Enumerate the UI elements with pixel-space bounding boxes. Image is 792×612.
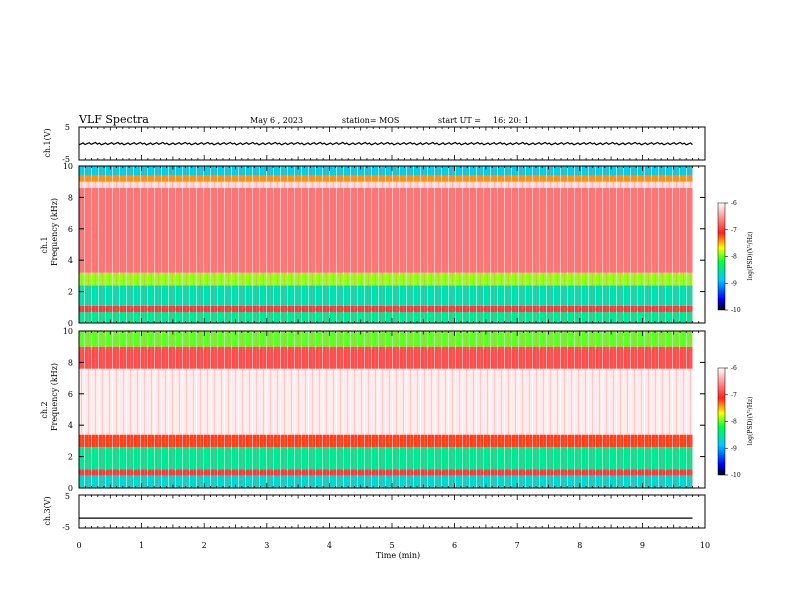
ch2-colorbar-tick-label-0: -6 xyxy=(731,365,737,372)
ch1-colorbar-tick-label-2: -8 xyxy=(731,254,737,261)
x-tick-label-1: 1 xyxy=(139,541,144,550)
ch1-spec-ytick-label-2: 4 xyxy=(68,256,73,265)
x-tick-label-0: 0 xyxy=(76,541,81,550)
ch1-spectrogram-panel: 0 2 4 6 8 10 ch.1 Frequency (kHz) -6 -7 -8 -9 -10… xyxy=(40,162,754,328)
x-tick-label-5: 5 xyxy=(389,541,394,550)
ch2-spec-ytick-label-0: 0 xyxy=(68,484,73,493)
station-label: station= MOS xyxy=(342,116,399,125)
ch2-spec-ytick-label-5: 10 xyxy=(63,327,73,336)
ch1-ytick-bottom: -5 xyxy=(62,155,70,164)
x-tick-label-3: 3 xyxy=(264,541,269,550)
ch2-spec-ytick-label-4: 8 xyxy=(68,358,73,367)
ch1-frequency-label: Frequency (kHz) xyxy=(50,198,59,266)
ch1-colorbar-tick-label-3: -9 xyxy=(731,280,737,287)
x-tick-label-10: 10 xyxy=(700,541,710,550)
ch1-spec-ytick-label-3: 6 xyxy=(68,225,73,234)
ch2-colorbar: -6 -7 -8 -9 -10 log(PSD)(V²/Hz) xyxy=(717,365,754,479)
ch1-colorbar-label: log(PSD)(V²/Hz) xyxy=(747,232,754,281)
ch1-waveform-trace xyxy=(78,141,693,146)
ch1-spec-ytick-label-5: 10 xyxy=(63,162,73,171)
ch1-colorbar-tick-label-0: -6 xyxy=(731,200,737,207)
ch1-waveform-ylabel: ch.1(V) xyxy=(43,128,52,157)
ch3-ytick-top: 5 xyxy=(65,492,70,501)
x-tick-label-6: 6 xyxy=(452,541,457,550)
ch1-colorbar-gradient xyxy=(717,202,726,311)
ch2-spectrogram-ylabel: ch.2 xyxy=(40,401,49,418)
ch1-spec-ytick-label-0: 0 xyxy=(68,319,73,328)
ch1-ytick-top: 5 xyxy=(65,123,70,132)
ch2-colorbar-tick-label-4: -10 xyxy=(731,472,741,479)
ch2-colorbar-label: log(PSD)(V²/Hz) xyxy=(747,397,754,446)
x-tick-label-4: 4 xyxy=(327,541,332,550)
ch2-spec-ytick-label-3: 6 xyxy=(68,390,73,399)
x-tick-label-8: 8 xyxy=(577,541,582,550)
ch1-colorbar: -6 -7 -8 -9 -10 log(PSD)(V²/Hz) xyxy=(717,200,754,314)
ch3-waveform-panel: 5 -5 ch.3(V) xyxy=(43,492,706,532)
x-tick-label-7: 7 xyxy=(515,541,520,550)
ch3-ytick-bottom: -5 xyxy=(62,523,70,532)
ch2-colorbar-tick-label-3: -9 xyxy=(731,445,737,452)
ch2-colorbar-tick-label-1: -7 xyxy=(731,392,737,399)
ch2-colorbar-tick-label-2: -8 xyxy=(731,419,737,426)
ch1-spec-ytick-label-4: 8 xyxy=(68,193,73,202)
ch1-waveform-panel: 5 -5 ch.1(V) xyxy=(43,123,706,164)
ch1-colorbar-tick-label-1: -7 xyxy=(731,227,737,234)
ch2-spec-ytick-label-2: 4 xyxy=(68,421,73,430)
ch2-spec-texture xyxy=(79,331,693,488)
ch2-frequency-label: Frequency (kHz) xyxy=(50,363,59,431)
ch2-spectrogram-panel: 0 2 4 6 8 10 ch.2 Frequency (kHz) -6 -7 -8 -9 -10… xyxy=(40,327,754,493)
ch1-spectrogram-ylabel: ch.1 xyxy=(40,236,49,253)
ch1-spec-ytick-label-1: 2 xyxy=(68,288,73,297)
time-axis-label: Time (min) xyxy=(376,551,420,560)
ch2-spec-ytick-label-1: 2 xyxy=(68,453,73,462)
start-label: start UT = xyxy=(438,116,481,125)
start-time-label: 16: 20: 1 xyxy=(493,116,529,125)
ch1-spec-texture xyxy=(79,166,693,323)
figure-title: VLF Spectra xyxy=(78,113,149,126)
date-label: May 6 , 2023 xyxy=(250,116,303,125)
ch3-waveform-ylabel: ch.3(V) xyxy=(43,496,52,525)
ch2-colorbar-gradient xyxy=(717,367,726,476)
ch1-colorbar-tick-label-4: -10 xyxy=(731,307,741,314)
x-tick-label-2: 2 xyxy=(202,541,207,550)
x-tick-label-9: 9 xyxy=(640,541,645,550)
